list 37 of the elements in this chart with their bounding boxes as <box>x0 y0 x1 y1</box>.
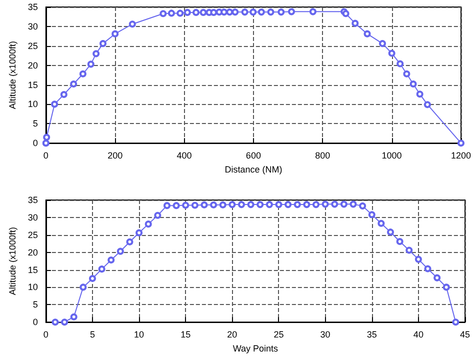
x-tick-label: 10 <box>134 330 144 340</box>
x-tick-label: 25 <box>274 330 284 340</box>
y-tick-label: 35 <box>28 195 38 205</box>
x-tick-label: 15 <box>180 330 191 340</box>
y-tick-label: 0 <box>32 317 38 328</box>
x-tick-label: 600 <box>246 150 261 161</box>
x-tick-label: 400 <box>176 150 192 161</box>
x-axis-title: Distance (NM) <box>224 164 282 174</box>
x-tick-label: 20 <box>227 330 238 340</box>
y-tick-label: 10 <box>28 99 38 110</box>
x-tick-label: 0 <box>43 330 48 340</box>
x-tick-label: 35 <box>366 330 377 340</box>
y-tick-label: 15 <box>28 264 38 275</box>
y-tick-label: 5 <box>32 118 38 129</box>
y-tick-label: 20 <box>28 60 38 70</box>
x-tick-label: 40 <box>413 330 424 340</box>
y-tick-label: 5 <box>32 300 38 310</box>
x-tick-label: 45 <box>460 330 470 340</box>
y-tick-label: 25 <box>28 40 38 51</box>
x-tick-label: 200 <box>108 150 123 161</box>
x-tick-label: 1000 <box>382 150 402 161</box>
y-tick-label: 15 <box>28 80 38 90</box>
y-axis-title: Altitude (x1000ft) <box>8 41 18 110</box>
y-tick-label: 30 <box>28 21 38 32</box>
y-tick-label: 0 <box>32 138 38 148</box>
x-tick-label: 800 <box>315 150 330 161</box>
x-axis-title: Way Points <box>232 344 279 354</box>
x-tick-label: 1200 <box>450 150 472 161</box>
y-tick-label: 20 <box>28 247 38 258</box>
x-tick-label: 30 <box>320 330 330 340</box>
y-tick-label: 30 <box>28 212 38 222</box>
x-tick-label: 5 <box>90 330 95 340</box>
y-tick-label: 35 <box>28 2 38 12</box>
y-axis-title: Altitude (x1000ft) <box>8 227 18 296</box>
x-tick-label: 0 <box>43 150 48 161</box>
y-tick-label: 10 <box>28 282 38 292</box>
y-tick-label: 25 <box>28 230 38 240</box>
